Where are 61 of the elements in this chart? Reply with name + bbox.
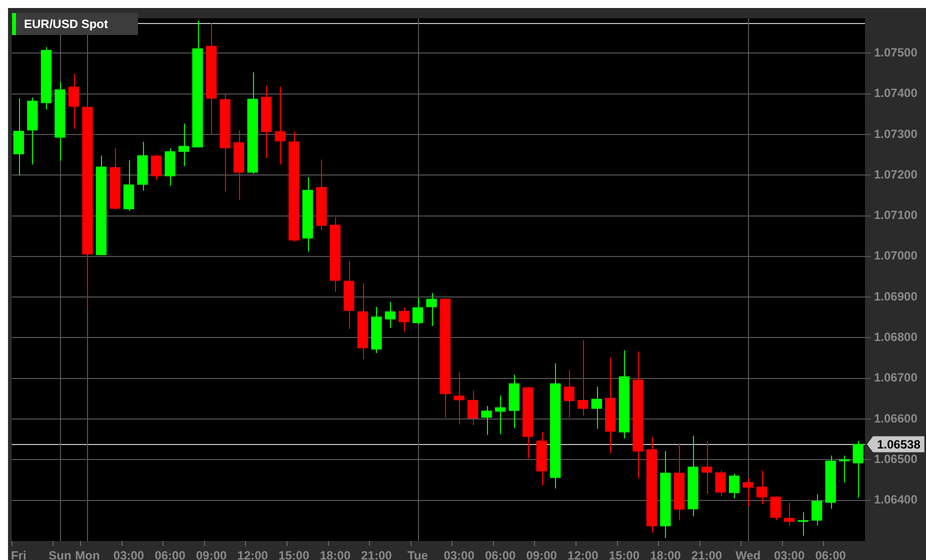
y-tick-label: 1.07000: [874, 248, 918, 263]
y-tick-label: 1.07400: [874, 86, 918, 100]
y-tick-label: 1.06500: [874, 452, 918, 466]
x-tick-label: Mon: [75, 548, 100, 560]
x-tick-label: 06:00: [484, 548, 516, 560]
candlestick: [274, 86, 286, 166]
candlestick: [426, 292, 437, 326]
x-tick-label: 21:00: [361, 548, 392, 560]
candlestick: [742, 477, 754, 507]
candlestick: [578, 340, 588, 416]
candlestick: [178, 122, 190, 167]
x-tick-label: 06:00: [815, 548, 846, 560]
candlestick: [715, 470, 726, 497]
x-tick-label: 15:00: [278, 548, 310, 560]
candlestick: [852, 440, 864, 498]
x-tick-label: Fri: [10, 548, 26, 560]
x-tick-label: 03:00: [113, 548, 144, 560]
x-tick-label: 15:00: [608, 548, 640, 560]
x-tick-label: 18:00: [320, 548, 351, 560]
x-tick-label: 03:00: [444, 548, 475, 560]
candlestick: [412, 296, 424, 325]
legend-label: EUR/USD Spot: [24, 16, 109, 33]
y-tick-label: 1.06800: [874, 330, 918, 344]
x-tick-label: 18:00: [650, 548, 682, 560]
candlestick: [467, 390, 478, 426]
candlestick: [798, 512, 808, 536]
candlestick: [384, 301, 396, 328]
x-tick-label: 21:00: [691, 548, 722, 560]
candlestick: [150, 154, 162, 180]
ref-line-label: 1.06538: [877, 438, 921, 452]
candlestick: [564, 370, 574, 418]
y-tick-label: 1.07100: [874, 208, 918, 222]
x-tick-label: 09:00: [526, 548, 558, 560]
candlestick: [784, 502, 795, 526]
y-tick-label: 1.06600: [874, 411, 918, 426]
candlestick: [591, 386, 602, 430]
y-tick-label: 1.06900: [874, 289, 918, 304]
x-tick-label: 12:00: [568, 548, 599, 560]
x-tick-label: 06:00: [154, 548, 186, 560]
candlestick: [398, 307, 410, 332]
y-tick-label: 1.07200: [874, 167, 918, 182]
candlestick: [812, 494, 822, 526]
x-tick-label: 03:00: [774, 548, 805, 560]
candlestick: [701, 440, 712, 495]
y-tick-label: 1.06700: [874, 370, 918, 385]
candlestick: [770, 496, 781, 521]
x-tick-label: Tue: [408, 548, 428, 560]
y-tick-label: 1.07300: [874, 126, 918, 141]
y-tick-label: 1.07500: [874, 45, 918, 60]
candlestick: [68, 73, 80, 130]
candlestick: [481, 406, 492, 436]
candlestick: [494, 394, 506, 435]
x-tick-label: 12:00: [237, 548, 268, 560]
candlestick: [756, 470, 768, 505]
candlestick: [454, 371, 464, 425]
x-tick-label: 09:00: [196, 548, 227, 560]
x-tick-label: Sun: [48, 548, 72, 560]
candlestick: [13, 98, 24, 176]
y-tick-label: 1.06400: [874, 492, 918, 507]
candlestick: [728, 473, 740, 499]
x-tick-label: Wed: [735, 548, 761, 560]
